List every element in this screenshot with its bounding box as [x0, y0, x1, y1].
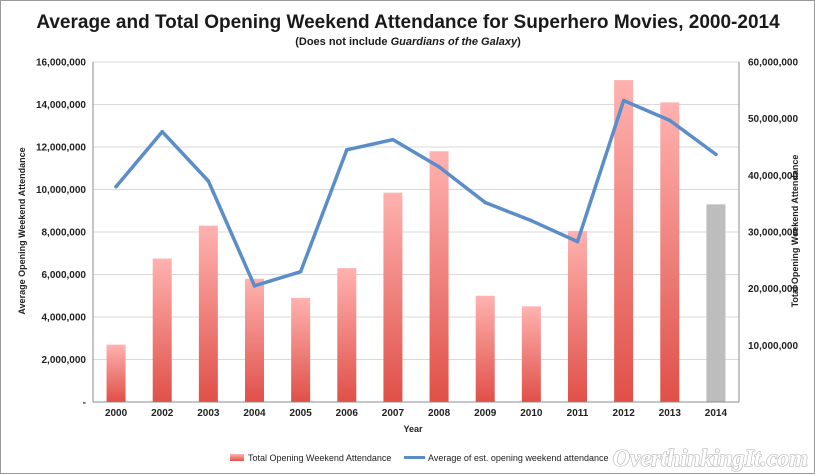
left-axis-ticks: - 2,000,000 4,000,000 6,000,000 8,000,000 10,… [36, 58, 86, 409]
right-tick-label: 60,000,000 [748, 58, 798, 69]
line-point [206, 179, 211, 183]
left-tick-label: 16,000,000 [36, 58, 86, 69]
line-point [621, 98, 626, 103]
x-tick-label: 2010 [520, 408, 543, 419]
x-tick-label: 2005 [290, 408, 313, 419]
right-tick-label: 10,000,000 [748, 341, 798, 352]
x-tick-label: 2013 [659, 408, 682, 419]
right-tick-label: 20,000,000 [748, 284, 798, 295]
bar [383, 192, 403, 402]
subtitle-prefix: (Does not include [295, 36, 390, 48]
line-point [252, 284, 257, 288]
line-point [483, 200, 488, 205]
legend-label-bar: Total Opening Weekend Attendance [248, 453, 391, 463]
line-point [344, 148, 349, 152]
x-tick-label: 2014 [705, 408, 728, 419]
line-point [114, 184, 118, 189]
bar [106, 344, 126, 402]
x-tick-label: 2012 [613, 408, 636, 419]
left-tick-label: 12,000,000 [36, 143, 86, 154]
watermark-logo: OverthinkingIt.com [613, 446, 808, 472]
bar [198, 225, 218, 402]
line-series [114, 98, 718, 288]
line-point [575, 239, 580, 244]
left-axis-label: Average Opening Weekend Attendance [17, 147, 27, 314]
left-tick-label: 6,000,000 [42, 270, 87, 281]
line-point [714, 152, 718, 157]
right-axis-ticks: 10,000,000 20,000,000 30,000,000 40,000,000… [748, 58, 798, 352]
x-tick-label: 2008 [428, 408, 451, 419]
right-tick-label: 40,000,000 [748, 171, 798, 182]
x-tick-label: 2002 [151, 408, 174, 419]
x-tick-label: 2006 [336, 408, 359, 419]
right-tick-label: 30,000,000 [748, 228, 798, 239]
legend-swatch-bar [230, 454, 244, 461]
average-attendance-line [114, 98, 718, 288]
x-tick-label: 2009 [474, 408, 497, 419]
line-point [437, 165, 441, 169]
bar [660, 102, 680, 402]
line-point [529, 218, 534, 223]
legend-label-line: Average of est. opening weekend attendan… [428, 453, 608, 463]
bar [291, 297, 311, 402]
x-tick-label: 2004 [243, 408, 266, 419]
left-tick-label: 10,000,000 [36, 185, 86, 196]
bar [475, 295, 495, 402]
bar [568, 230, 587, 402]
bar [706, 204, 726, 402]
chart-title: Average and Total Opening Weekend Attend… [36, 12, 780, 33]
chart-subtitle: (Does not include Guardians of the Galax… [295, 36, 521, 48]
left-tick-label: - [83, 398, 86, 409]
axes [92, 62, 740, 403]
bar [429, 151, 449, 402]
subtitle-italic: Guardians of the Galaxy [391, 36, 518, 48]
legend: Total Opening Weekend Attendance Average… [230, 453, 608, 463]
left-tick-label: 14,000,000 [36, 100, 86, 111]
bar-series [106, 80, 726, 402]
bar [245, 278, 264, 402]
left-tick-label: 8,000,000 [42, 228, 87, 239]
x-tick-label: 2000 [105, 408, 128, 419]
left-tick-label: 4,000,000 [42, 313, 87, 324]
subtitle-suffix: ) [517, 36, 521, 48]
bar [614, 80, 634, 402]
right-tick-label: 50,000,000 [748, 114, 798, 125]
line-point [160, 129, 165, 134]
x-axis-label: Year [403, 424, 423, 434]
right-axis-label: Total Opening Weekend Attendance [790, 155, 800, 308]
x-tick-label: 2003 [197, 408, 220, 419]
line-point [298, 269, 303, 274]
x-axis-ticks: 2000 2002 2003 2004 2005 2006 2007 2008 2009 2010… [105, 408, 728, 419]
bar [521, 306, 541, 402]
x-tick-label: 2007 [382, 408, 405, 419]
x-tick-label: 2011 [567, 408, 589, 419]
bar [152, 258, 172, 402]
bar [337, 268, 357, 402]
line-point [391, 137, 395, 142]
left-tick-label: 2,000,000 [42, 355, 87, 366]
line-point [667, 118, 672, 123]
